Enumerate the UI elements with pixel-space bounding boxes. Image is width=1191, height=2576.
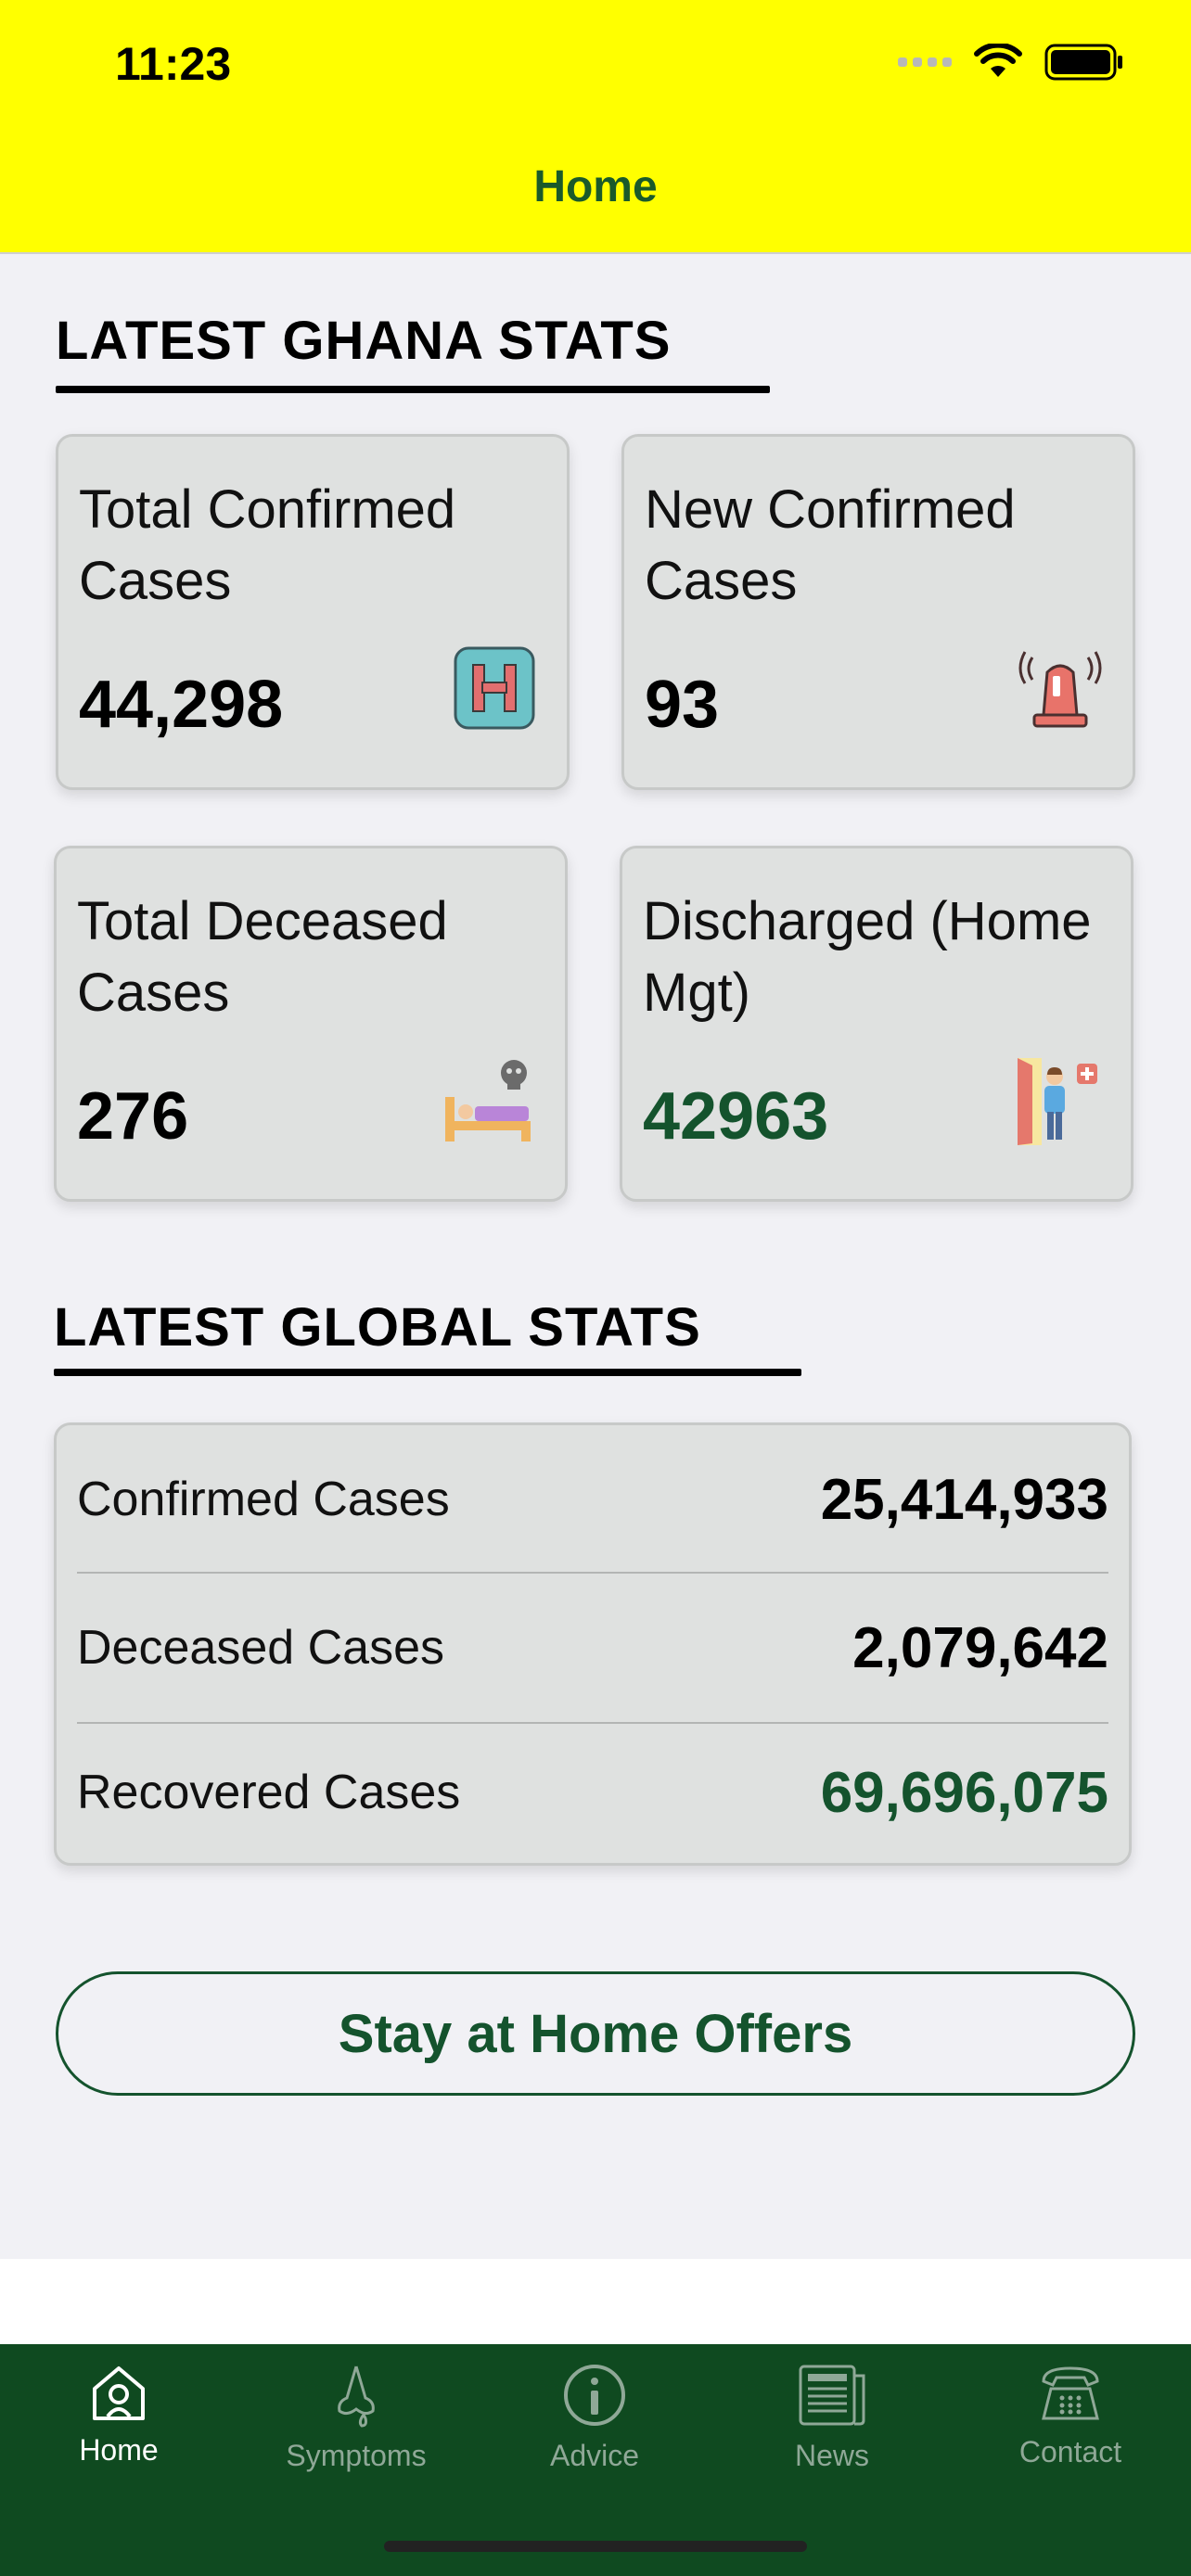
home-indicator [384, 2541, 807, 2552]
tab-advice[interactable]: Advice [502, 2363, 687, 2473]
global-stats-title: LATEST GLOBAL STATS [54, 1297, 701, 1358]
global-stats-card: Confirmed Cases 25,414,933 Deceased Case… [54, 1422, 1132, 1866]
global-row-value: 69,696,075 [820, 1760, 1108, 1825]
battery-icon [1044, 44, 1122, 81]
ghana-stats-title: LATEST GHANA STATS [56, 311, 672, 371]
stay-at-home-offers-button[interactable]: Stay at Home Offers [56, 1971, 1135, 2096]
row-divider [77, 1722, 1108, 1724]
tab-label: Symptoms [286, 2439, 427, 2472]
home-icon [93, 2366, 145, 2420]
bed-skull-icon [445, 1060, 531, 1141]
global-row-value: 25,414,933 [820, 1467, 1108, 1532]
wifi-icon [974, 44, 1022, 77]
stat-card-label: Discharged (Home Mgt) [643, 891, 1092, 1023]
stat-card-label: Total Deceased Cases [77, 891, 448, 1023]
stat-card-label: New Confirmed Cases [645, 479, 1016, 611]
stat-card-total-confirmed[interactable]: Total Confirmed Cases 44,298 [56, 434, 570, 790]
tab-contact[interactable]: Contact [978, 2363, 1163, 2469]
page-title: Home [533, 162, 658, 211]
tab-news[interactable]: News [739, 2363, 925, 2473]
tab-label: Advice [549, 2439, 640, 2472]
info-icon [564, 2365, 625, 2426]
hospital-icon [454, 646, 535, 730]
stat-card-value: 276 [77, 1079, 189, 1154]
content-footer-gap [0, 2259, 1191, 2344]
stat-card-value: 44,298 [79, 668, 284, 742]
tab-symptoms[interactable]: Symptoms [263, 2363, 449, 2473]
status-icons [898, 43, 1124, 82]
global-row-deceased: Deceased Cases 2,079,642 [77, 1574, 1108, 1722]
tab-label: Home [79, 2433, 159, 2467]
stat-card-value: 42963 [643, 1079, 829, 1154]
global-stats-underline [54, 1369, 801, 1376]
symptoms-icon [338, 2366, 375, 2428]
siren-icon [1018, 651, 1102, 728]
tab-home[interactable]: Home [26, 2363, 211, 2468]
discharged-person-icon [1018, 1058, 1097, 1145]
global-row-recovered: Recovered Cases 69,696,075 [77, 1718, 1108, 1867]
status-time: 11:23 [115, 38, 232, 90]
global-row-label: Recovered Cases [77, 1766, 461, 1819]
cellular-signal-icon [898, 57, 952, 67]
stat-card-new-confirmed[interactable]: New Confirmed Cases 93 [621, 434, 1135, 790]
tab-bar: Home Symptoms Advice News [0, 2344, 1191, 2576]
tab-label: Contact [1018, 2435, 1122, 2468]
global-row-label: Confirmed Cases [77, 1473, 450, 1526]
global-row-value: 2,079,642 [852, 1615, 1108, 1680]
stat-card-discharged[interactable]: Discharged (Home Mgt) 42963 [620, 846, 1133, 1202]
ghana-stats-underline [56, 386, 770, 393]
global-row-label: Deceased Cases [77, 1621, 444, 1675]
newspaper-icon [799, 2365, 865, 2426]
stat-card-label: Total Confirmed Cases [79, 479, 456, 611]
phone-icon [1042, 2366, 1099, 2420]
global-row-confirmed: Confirmed Cases 25,414,933 [77, 1425, 1108, 1574]
row-divider [77, 1572, 1108, 1574]
header: 11:23 Home [0, 0, 1191, 254]
stat-card-total-deceased[interactable]: Total Deceased Cases 276 [54, 846, 568, 1202]
tab-label: News [794, 2439, 869, 2472]
stat-card-value: 93 [645, 668, 720, 742]
